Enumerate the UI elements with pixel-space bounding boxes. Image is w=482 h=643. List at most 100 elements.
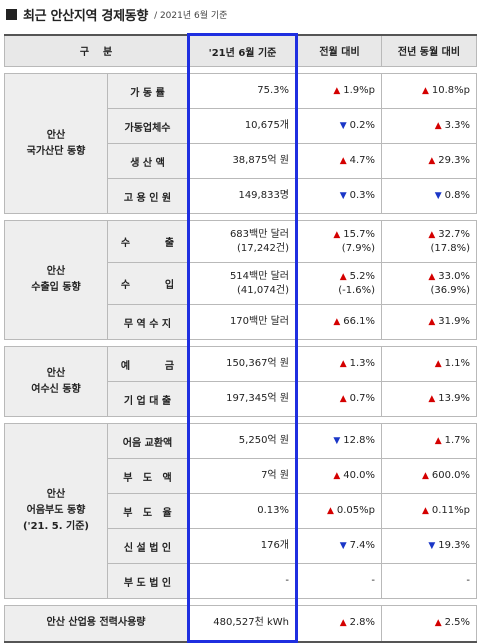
current-value: 38,875억 원 (187, 143, 299, 179)
spacer-row (4, 416, 477, 424)
page-subtitle: / 2021년 6월 기준 (154, 10, 228, 21)
mom-change-line: ▼ 7.4% (304, 539, 375, 553)
mom-change-text: 4.7% (349, 155, 376, 166)
mom-change-text: 0.2% (349, 120, 376, 131)
spacer-cell (187, 598, 299, 606)
mom-change: ▼ 0.2% (296, 108, 383, 144)
up-triangle-icon: ▲ (428, 394, 436, 404)
up-triangle-icon: ▲ (339, 394, 347, 404)
current-value: 150,367억 원 (187, 346, 299, 382)
yoy-change-text: 10.8%p (431, 85, 471, 96)
up-triangle-icon: ▲ (339, 156, 347, 166)
mom-change-line: - (304, 574, 375, 588)
up-triangle-icon: ▲ (421, 506, 429, 516)
mom-change-line: ▲ 0.05%p (304, 504, 375, 518)
mom-change-text: - (371, 575, 376, 586)
down-triangle-icon: ▼ (339, 191, 347, 201)
up-triangle-icon: ▲ (339, 618, 347, 629)
yoy-change-line: ▲ 31.9% (388, 315, 470, 329)
spacer-cell (4, 598, 189, 606)
economy-table: 구 분 '21년 6월 기준 전월 대비 전년 동월 대비 안산 국가산단 동향… (3, 33, 478, 643)
current-value-line: 197,345억 원 (226, 393, 290, 404)
table-row: 신 설 법 인 176개 ▼ 7.4% ▼ 19.3% (5, 528, 478, 564)
group-label: 안산 어음부도 동향 ('21. 5. 기준) (4, 423, 108, 599)
table-row: 수 입 514백만 달러 (41,074건) ▲ 5.2% (-1.6%) ▲ 33.0% (3… (5, 262, 478, 305)
yoy-change-text: 31.9% (438, 316, 471, 327)
mom-change: ▲ 0.05%p (296, 493, 383, 529)
square-bullet-icon (6, 8, 17, 20)
current-value-line: - (285, 575, 290, 586)
table-row: 무 역 수 지 170백만 달러 ▲ 66.1% ▲ 31.9% (5, 304, 478, 340)
yoy-change-line: ▲ 1.1% (388, 357, 470, 371)
item-label: 기 업 대 출 (106, 381, 190, 417)
yoy-change-line: ▼ 19.3% (388, 539, 470, 553)
current-value-line: 170백만 달러 (229, 316, 290, 327)
up-triangle-icon: ▲ (421, 471, 429, 481)
mom-change-line: ▲ 4.7% (304, 154, 375, 168)
yoy-change: ▲ 29.3% (381, 143, 478, 179)
down-triangle-icon: ▼ (339, 121, 347, 131)
spacer-cell (187, 339, 299, 347)
spacer-cell (187, 416, 299, 424)
yoy-change-text: - (466, 575, 471, 586)
down-triangle-icon: ▼ (434, 191, 442, 201)
item-label: 수 입 (106, 262, 190, 305)
yoy-change-line: (36.9%) (388, 284, 470, 298)
current-value-line: 480,527천 kWh (213, 617, 290, 628)
table-header-row: 구 분 '21년 6월 기준 전월 대비 전년 동월 대비 (3, 33, 478, 67)
current-value: 10,675개 (187, 108, 299, 144)
group-label: 안산 여수신 동향 (4, 346, 108, 417)
mom-change: ▲ 4.7% (296, 143, 383, 179)
item-label: 수 출 (106, 220, 190, 263)
mom-change-line: ▲ 1.3% (304, 357, 375, 371)
mom-change-text: 66.1% (343, 316, 376, 327)
spacer-cell (4, 66, 189, 74)
yoy-change-line: ▲ 10.8%p (388, 84, 470, 98)
mom-change-text: 7.4% (349, 540, 376, 551)
spacer-cell (4, 213, 189, 221)
yoy-change-text: 19.3% (438, 540, 471, 551)
item-label: 생 산 액 (106, 143, 190, 179)
yoy-change: ▲ 10.8%p (381, 73, 478, 109)
up-triangle-icon: ▲ (333, 471, 341, 481)
mom-change-line: (7.9%) (304, 242, 375, 256)
current-value-line: 10,675개 (244, 120, 290, 131)
mom-change: ▲ 66.1% (296, 304, 383, 340)
current-value: 5,250억 원 (187, 423, 299, 459)
current-value: 514백만 달러 (41,074건) (187, 262, 299, 305)
up-triangle-icon: ▲ (434, 121, 442, 131)
spacer-row (4, 339, 477, 347)
current-value-line: 176개 (260, 540, 290, 551)
spacer-cell (296, 66, 477, 74)
table-row-footer: 안산 산업용 전력사용량 480,527천 kWh ▲ 2.8% ▲ 2.5% (3, 605, 478, 643)
mom-change: ▼ 12.8% (296, 423, 383, 459)
up-triangle-icon: ▲ (428, 271, 436, 282)
yoy-change: ▲ 31.9% (381, 304, 478, 340)
current-value-line: (41,074건) (237, 284, 290, 296)
current-value: 197,345억 원 (187, 381, 299, 417)
up-triangle-icon: ▲ (333, 229, 341, 240)
table-row: 가동업체수 10,675개 ▼ 0.2% ▲ 3.3% (5, 108, 478, 144)
mom-change-text: 1.9%p (343, 85, 376, 96)
current-value: - (187, 563, 299, 599)
yoy-change-line: - (388, 574, 470, 588)
mom-change-text: 15.7% (343, 228, 376, 240)
down-triangle-icon: ▼ (428, 541, 436, 551)
mom-change: ▲ 0.7% (296, 381, 383, 417)
mom-change: ▼ 7.4% (296, 528, 383, 564)
table-row: 생 산 액 38,875억 원 ▲ 4.7% ▲ 29.3% (5, 143, 478, 179)
yoy-change-text: 29.3% (438, 155, 471, 166)
mom-change: ▲ 5.2% (-1.6%) (296, 262, 383, 305)
yoy-change-line: ▲ 33.0% (388, 270, 470, 284)
table-row: 고 용 인 원 149,833명 ▼ 0.3% ▼ 0.8% (5, 178, 478, 214)
mom-change-text: 12.8% (343, 435, 376, 446)
mom-change-line: ▲ 15.7% (304, 228, 375, 242)
yoy-change-line: ▲ 0.11%p (388, 504, 470, 518)
table-row: 안산 수출입 동향 수 출 683백만 달러 (17,242건) ▲ 15.7% (7.9%… (4, 220, 478, 340)
group-label: 안산 국가산단 동향 (4, 73, 108, 214)
current-value-line: 149,833명 (238, 190, 290, 201)
mom-change-line: ▼ 12.8% (304, 434, 375, 448)
mom-change-line: ▲ 40.0% (304, 469, 375, 483)
footer-label: 안산 산업용 전력사용량 (3, 605, 190, 643)
down-triangle-icon: ▼ (333, 436, 341, 446)
